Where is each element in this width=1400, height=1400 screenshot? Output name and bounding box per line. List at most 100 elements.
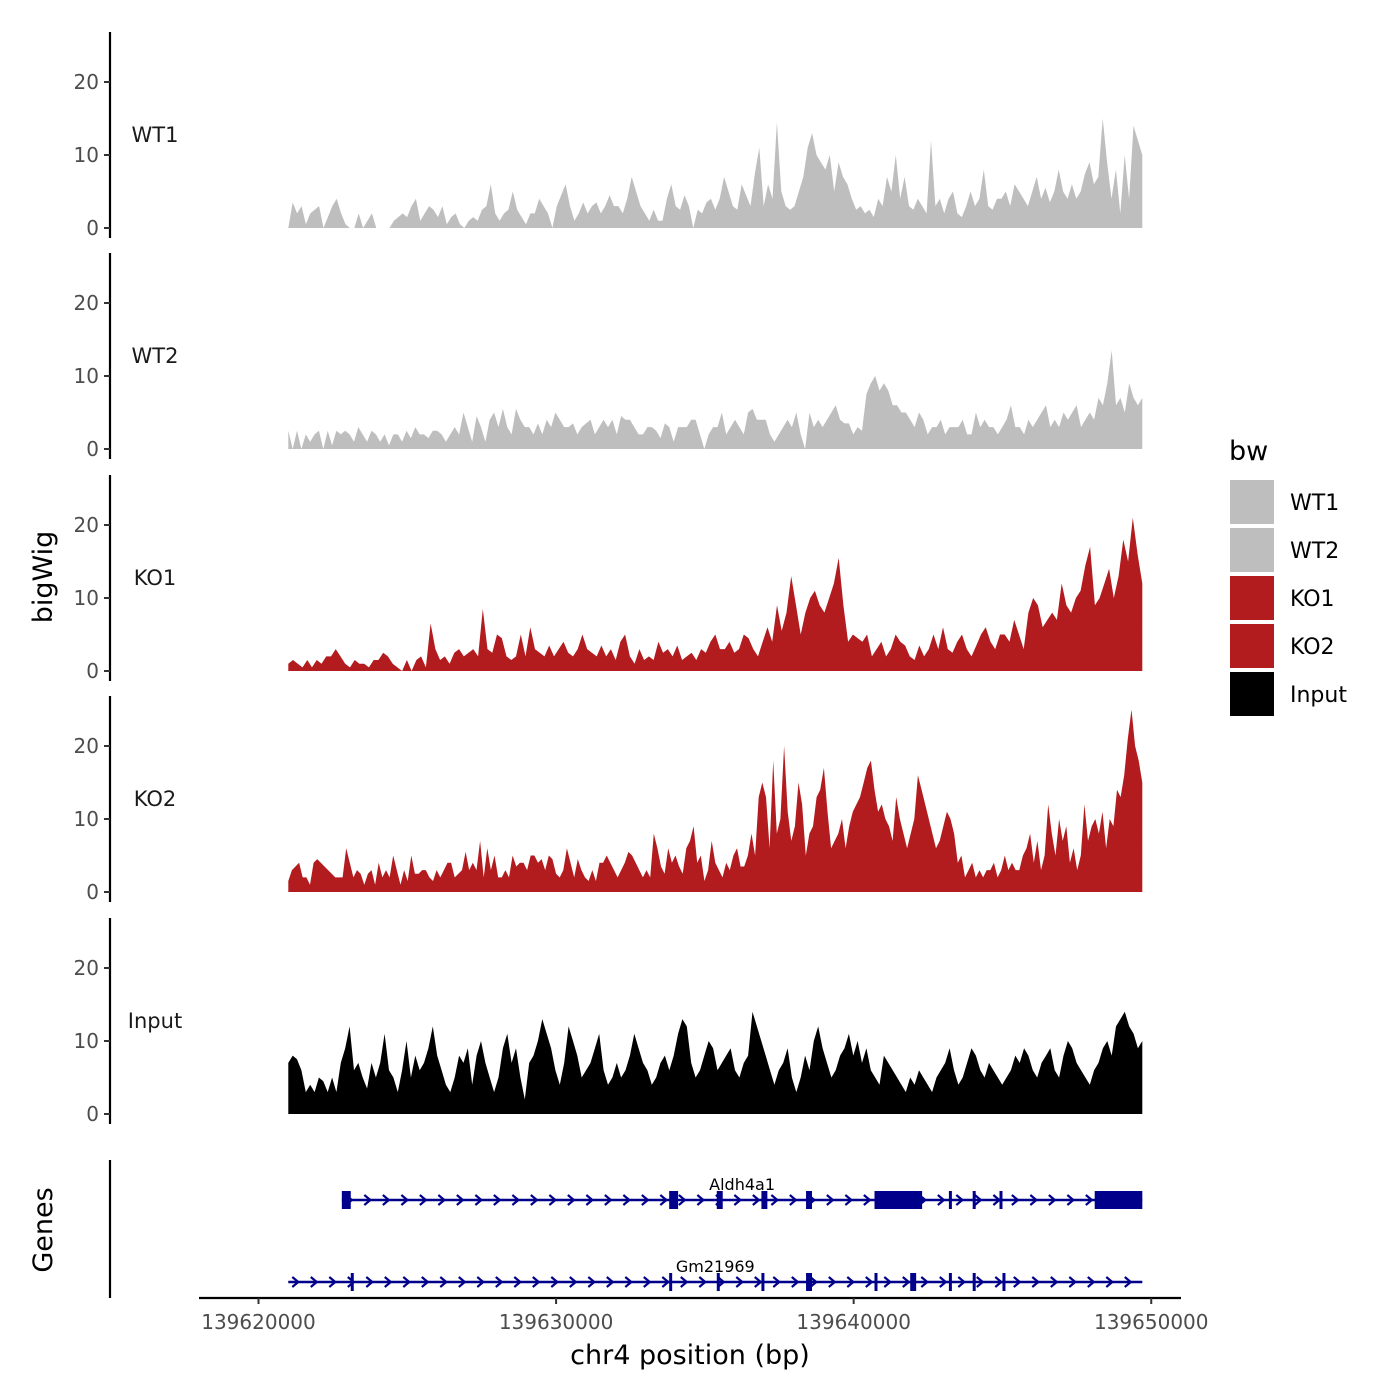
exon-gm21969 xyxy=(1002,1273,1006,1291)
track-label-wt1: WT1 xyxy=(132,123,179,147)
exon-aldh4a1 xyxy=(999,1191,1003,1209)
gene-label-aldh4a1: Aldh4a1 xyxy=(709,1175,775,1194)
strand-arrow-icon xyxy=(550,1276,559,1288)
track-ko2: 0 10 20 KO2 xyxy=(74,696,1143,904)
track-input: 0 10 20 Input xyxy=(74,918,1143,1126)
strand-arrow-icon xyxy=(770,1194,780,1206)
strand-arrow-icon xyxy=(347,1276,356,1288)
strand-arrow-icon xyxy=(530,1194,539,1206)
exon-gm21969 xyxy=(669,1273,673,1291)
strand-arrow-icon xyxy=(474,1194,484,1206)
strand-arrow-icon xyxy=(421,1276,430,1288)
strand-arrow-icon xyxy=(439,1276,448,1288)
strand-arrow-icon xyxy=(365,1276,374,1288)
y-tick-label-wt1: 20 xyxy=(74,70,99,94)
strand-arrow-icon xyxy=(865,1276,874,1288)
exon-gm21969 xyxy=(972,1273,976,1291)
track-label-input: Input xyxy=(128,1009,182,1033)
strand-arrow-icon xyxy=(937,1194,946,1206)
strand-arrow-icon xyxy=(402,1276,411,1288)
strand-arrow-icon xyxy=(1031,1276,1040,1288)
track-wt1: 0 10 20 WT1 xyxy=(74,32,1143,240)
strand-arrow-icon xyxy=(883,1276,892,1288)
strand-arrow-icon xyxy=(513,1276,522,1288)
strand-arrow-icon xyxy=(495,1276,504,1288)
gene-aldh4a1: Aldh4a1 xyxy=(341,1175,1143,1209)
strand-arrow-icon xyxy=(328,1276,337,1288)
exon-aldh4a1 xyxy=(716,1191,723,1209)
strand-arrow-icon xyxy=(846,1276,855,1288)
exon-gm21969 xyxy=(948,1273,952,1291)
track-label-wt2: WT2 xyxy=(132,344,179,368)
strand-arrow-icon xyxy=(1048,1194,1057,1206)
exon-gm21969 xyxy=(761,1273,765,1291)
legend-label-input: Input xyxy=(1290,683,1347,708)
signal-area-ko2 xyxy=(288,709,1143,892)
strand-arrow-icon xyxy=(1013,1276,1022,1288)
legend-key-ko1 xyxy=(1230,576,1274,620)
strand-arrow-icon xyxy=(624,1276,633,1288)
y-tick-label-ko1: 0 xyxy=(86,659,99,683)
y-tick-label-wt2: 0 xyxy=(86,437,99,461)
legend-key-wt2 xyxy=(1230,528,1274,572)
strand-arrow-icon xyxy=(955,1194,965,1206)
strand-arrow-icon xyxy=(1087,1276,1096,1288)
strand-arrow-icon xyxy=(920,1276,929,1288)
strand-arrow-icon xyxy=(641,1194,650,1206)
strand-arrow-icon xyxy=(1124,1276,1133,1288)
y-tick-label-ko1: 10 xyxy=(74,586,99,610)
y-tick-label-wt1: 0 xyxy=(86,216,99,240)
strand-arrow-icon xyxy=(809,1276,818,1288)
legend-label-wt2: WT2 xyxy=(1290,539,1339,564)
strand-arrow-icon xyxy=(419,1194,428,1206)
y-tick-label-ko2: 0 xyxy=(86,880,99,904)
strand-arrow-icon xyxy=(939,1276,948,1288)
exon-aldh4a1 xyxy=(972,1191,976,1209)
strand-arrow-icon xyxy=(622,1194,632,1206)
legend-label-wt1: WT1 xyxy=(1290,491,1339,516)
gene-track: Aldh4a1 Gm21969 xyxy=(108,1160,1143,1298)
strand-arrow-icon xyxy=(587,1276,596,1288)
strand-arrow-icon xyxy=(643,1276,652,1288)
signal-area-wt2 xyxy=(288,350,1143,449)
legend-key-input xyxy=(1230,672,1274,716)
strand-arrow-icon xyxy=(974,1194,983,1206)
strand-arrow-icon xyxy=(828,1276,837,1288)
signal-area-input xyxy=(288,1011,1143,1114)
strand-arrow-icon xyxy=(826,1194,835,1206)
exon-aldh4a1 xyxy=(948,1191,952,1209)
strand-arrow-icon xyxy=(532,1276,541,1288)
strand-arrow-icon xyxy=(735,1276,744,1288)
strand-arrow-icon xyxy=(752,1194,761,1206)
strand-arrow-icon xyxy=(754,1276,763,1288)
exon-aldh4a1 xyxy=(669,1191,679,1209)
strand-arrow-icon xyxy=(680,1276,689,1288)
strand-arrow-icon xyxy=(1066,1194,1076,1206)
strand-arrow-icon xyxy=(437,1194,447,1206)
strand-arrow-icon xyxy=(291,1276,300,1288)
y-tick-label-input: 10 xyxy=(74,1029,99,1053)
strand-arrow-icon xyxy=(661,1276,670,1288)
strand-arrow-icon xyxy=(1011,1194,1020,1206)
strand-arrow-icon xyxy=(772,1276,781,1288)
strand-arrow-icon xyxy=(363,1194,373,1206)
signal-area-wt1 xyxy=(288,118,1143,228)
x-axis: 139620000 139630000 139640000 139650000 xyxy=(199,1296,1209,1334)
y-tick-label-input: 0 xyxy=(86,1102,99,1126)
strand-arrow-icon xyxy=(659,1194,669,1206)
legend-key-wt1 xyxy=(1230,480,1274,524)
y-tick-label-ko2: 20 xyxy=(74,734,99,758)
legend-label-ko1: KO1 xyxy=(1290,587,1335,612)
strand-arrow-icon xyxy=(994,1276,1003,1288)
strand-arrow-icon xyxy=(791,1276,800,1288)
x-tick-label: 139630000 xyxy=(499,1310,614,1334)
x-axis-title: chr4 position (bp) xyxy=(570,1340,810,1371)
strand-arrow-icon xyxy=(863,1194,872,1206)
exon-gm21969 xyxy=(910,1273,917,1291)
strand-arrow-icon xyxy=(569,1276,578,1288)
strand-arrow-icon xyxy=(567,1194,576,1206)
strand-arrow-icon xyxy=(1050,1276,1059,1288)
strand-arrow-icon xyxy=(957,1276,966,1288)
strand-arrow-icon xyxy=(400,1194,410,1206)
